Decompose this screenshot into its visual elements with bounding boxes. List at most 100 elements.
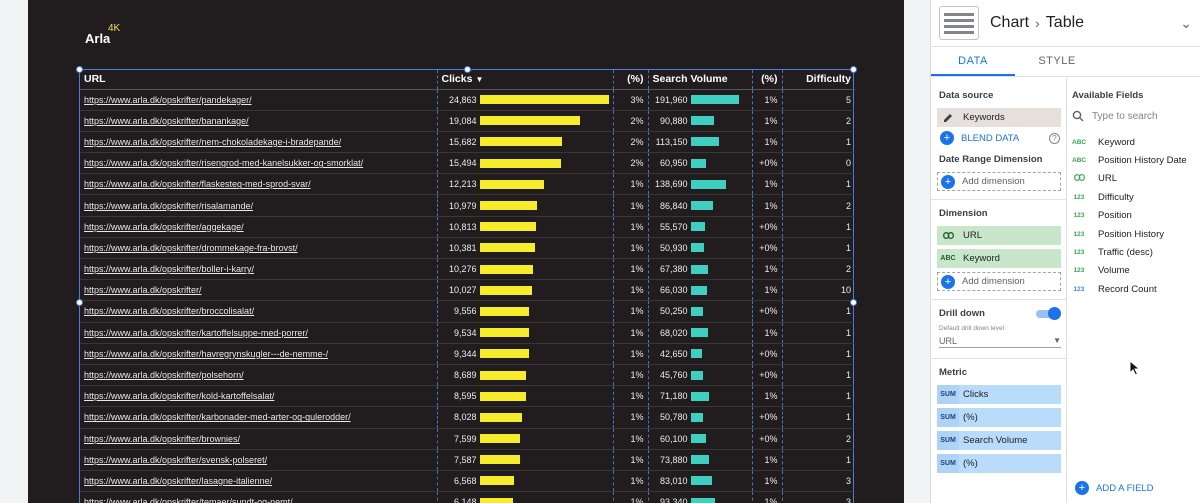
available-field[interactable]: 123 Volume	[1072, 262, 1200, 280]
url-cell[interactable]: https://www.arla.dk/opskrifter/karbonade…	[80, 406, 437, 429]
available-field[interactable]: ABC Position History Date	[1072, 151, 1200, 169]
url-cell[interactable]: https://www.arla.dk/opskrifter/drommekag…	[80, 237, 437, 260]
table-row[interactable]: https://www.arla.dk/opskrifter/aggekage/…	[80, 216, 855, 238]
tab-data[interactable]: DATA	[931, 47, 1015, 76]
url-cell[interactable]: https://www.arla.dk/opskrifter/nem-choko…	[80, 131, 437, 154]
tab-style[interactable]: STYLE	[1038, 55, 1076, 67]
sum-aggregation-badge[interactable]: SUM	[937, 454, 959, 473]
header-difficulty[interactable]: Difficulty	[781, 70, 855, 90]
table-row[interactable]: https://www.arla.dk/opskrifter/broccolis…	[80, 300, 855, 323]
table-row[interactable]: https://www.arla.dk/opskrifter/temaer/su…	[80, 491, 855, 503]
url-cell[interactable]: https://www.arla.dk/opskrifter/flaskeste…	[80, 173, 437, 196]
available-field[interactable]: 123 Difficulty	[1072, 188, 1200, 206]
table-row[interactable]: https://www.arla.dk/opskrifter/karbonade…	[80, 406, 855, 429]
table-row[interactable]: https://www.arla.dk/opskrifter/drommekag…	[80, 237, 855, 260]
available-field[interactable]: 123 Position History	[1072, 225, 1200, 243]
properties-panel: Chart › Table ⌄ DATA STYLE Data source K…	[930, 0, 1200, 503]
clicks-bar	[479, 434, 520, 444]
available-field[interactable]: 123 Traffic (desc)	[1072, 243, 1200, 261]
table-row[interactable]: https://www.arla.dk/opskrifter/brownies/…	[80, 428, 855, 450]
url-cell[interactable]: https://www.arla.dk/opskrifter/	[80, 279, 437, 302]
pencil-icon[interactable]	[937, 108, 959, 127]
sum-aggregation-badge[interactable]: SUM	[937, 385, 959, 404]
url-cell[interactable]: https://www.arla.dk/opskrifter/havregryn…	[80, 343, 437, 365]
clicks-value: 12,213	[448, 179, 477, 190]
metric-chip-clicks-pct[interactable]: SUM (%)	[937, 408, 1061, 427]
table-row[interactable]: https://www.arla.dk/opskrifter/flaskeste…	[80, 173, 855, 196]
chart-type-breadcrumb[interactable]: Chart › Table	[990, 14, 1180, 32]
header-clicks-pct[interactable]: (%)	[612, 70, 648, 90]
table-row[interactable]: https://www.arla.dk/opskrifter/kartoffel…	[80, 322, 855, 344]
url-cell[interactable]: https://www.arla.dk/opskrifter/polsehorn…	[80, 364, 437, 387]
table-header-row: URL Clicks ▼ (%) Search Volume (%) Diffic…	[80, 70, 855, 90]
search-volume-cell: 50,930	[647, 237, 752, 260]
add-dimension[interactable]: + Add dimension	[937, 272, 1061, 291]
resize-handle-tr[interactable]	[850, 66, 857, 73]
number-type-icon: 123	[1073, 285, 1085, 293]
resize-handle-tl[interactable]	[76, 66, 83, 73]
resize-handle-ml[interactable]	[76, 299, 83, 306]
sv-pct-cell: 1%	[751, 89, 782, 111]
search-volume-cell: 73,880	[647, 449, 752, 471]
url-cell[interactable]: https://www.arla.dk/opskrifter/boller-i-…	[80, 258, 437, 281]
url-cell[interactable]: https://www.arla.dk/opskrifter/kartoffel…	[80, 322, 437, 344]
table-chart[interactable]: URL Clicks ▼ (%) Search Volume (%) Diffic…	[76, 66, 857, 503]
add-date-dimension[interactable]: + Add dimension	[937, 172, 1061, 191]
field-search[interactable]: Type to search	[1072, 110, 1200, 122]
sum-aggregation-badge[interactable]: SUM	[937, 431, 959, 450]
header-url[interactable]: URL	[80, 70, 437, 90]
url-cell[interactable]: https://www.arla.dk/opskrifter/lasagne-i…	[80, 470, 437, 493]
table-row[interactable]: https://www.arla.dk/opskrifter/lasagne-i…	[80, 470, 855, 493]
url-cell[interactable]: https://www.arla.dk/opskrifter/broccolis…	[80, 300, 437, 323]
dimension-chip-url[interactable]: URL	[937, 226, 1061, 245]
url-cell[interactable]: https://www.arla.dk/opskrifter/kold-kart…	[80, 385, 437, 408]
sv-pct-cell: +0%	[751, 216, 782, 238]
add-field-button[interactable]: + ADD A FIELD	[1072, 481, 1154, 495]
table-row[interactable]: https://www.arla.dk/opskrifter/svensk-po…	[80, 449, 855, 471]
sum-aggregation-badge[interactable]: SUM	[937, 408, 959, 427]
search-volume-bar	[690, 95, 739, 105]
sort-desc-icon[interactable]: ▼	[475, 75, 484, 85]
table-row[interactable]: https://www.arla.dk/opskrifter/nem-choko…	[80, 131, 855, 154]
table-row[interactable]: https://www.arla.dk/opskrifter/banankage…	[80, 110, 855, 132]
table-row[interactable]: https://www.arla.dk/opskrifter/kold-kart…	[80, 385, 855, 408]
resize-handle-tm[interactable]	[464, 66, 471, 73]
table-row[interactable]: https://www.arla.dk/opskrifter/risalaman…	[80, 194, 855, 217]
available-field[interactable]: 123 Position	[1072, 207, 1200, 225]
url-cell[interactable]: https://www.arla.dk/opskrifter/pandekage…	[80, 89, 437, 111]
sv-pct-cell: +0%	[751, 428, 782, 450]
clicks-cell: 15,682	[436, 131, 613, 154]
data-source-chip[interactable]: Keywords	[937, 108, 1061, 127]
table-row[interactable]: https://www.arla.dk/opskrifter/10,027 1% 6…	[80, 279, 855, 302]
available-field[interactable]: URL	[1072, 170, 1200, 188]
metric-chip-search-volume[interactable]: SUM Search Volume	[937, 431, 1061, 450]
blend-data-button[interactable]: + BLEND DATA ?	[937, 131, 1066, 145]
table-row[interactable]: https://www.arla.dk/opskrifter/polsehorn…	[80, 364, 855, 387]
header-sv-pct[interactable]: (%)	[751, 70, 782, 90]
url-cell[interactable]: https://www.arla.dk/opskrifter/svensk-po…	[80, 449, 437, 471]
available-field[interactable]: 123 Record Count	[1072, 280, 1200, 298]
drill-level-select[interactable]: URL ▼	[939, 334, 1061, 348]
header-search-volume[interactable]: Search Volume	[647, 70, 752, 90]
table-row[interactable]: https://www.arla.dk/opskrifter/havregryn…	[80, 343, 855, 365]
metric-chip-clicks[interactable]: SUM Clicks	[937, 385, 1061, 404]
available-field[interactable]: ABC Keyword	[1072, 133, 1200, 151]
url-cell[interactable]: https://www.arla.dk/opskrifter/banankage…	[80, 110, 437, 132]
resize-handle-mr[interactable]	[850, 299, 857, 306]
url-cell[interactable]: https://www.arla.dk/opskrifter/temaer/su…	[80, 491, 437, 503]
drill-down-toggle[interactable]	[1036, 306, 1061, 320]
chevron-down-icon[interactable]: ⌄	[1180, 14, 1192, 31]
difficulty-cell: 3	[781, 470, 855, 493]
table-row[interactable]: https://www.arla.dk/opskrifter/boller-i-…	[80, 258, 855, 281]
metric-chip-sv-pct[interactable]: SUM (%)	[937, 454, 1061, 473]
table-chart-icon[interactable]	[939, 6, 979, 40]
url-cell[interactable]: https://www.arla.dk/opskrifter/risengrod…	[80, 152, 437, 175]
table-row[interactable]: https://www.arla.dk/opskrifter/pandekage…	[80, 89, 855, 111]
url-cell[interactable]: https://www.arla.dk/opskrifter/aggekage/	[80, 216, 437, 238]
help-icon[interactable]: ?	[1049, 132, 1060, 144]
url-cell[interactable]: https://www.arla.dk/opskrifter/brownies/	[80, 428, 437, 450]
dimension-chip-keyword[interactable]: ABC Keyword	[937, 249, 1061, 268]
table-row[interactable]: https://www.arla.dk/opskrifter/risengrod…	[80, 152, 855, 175]
header-clicks[interactable]: Clicks ▼	[436, 70, 613, 90]
url-cell[interactable]: https://www.arla.dk/opskrifter/risalaman…	[80, 194, 437, 217]
